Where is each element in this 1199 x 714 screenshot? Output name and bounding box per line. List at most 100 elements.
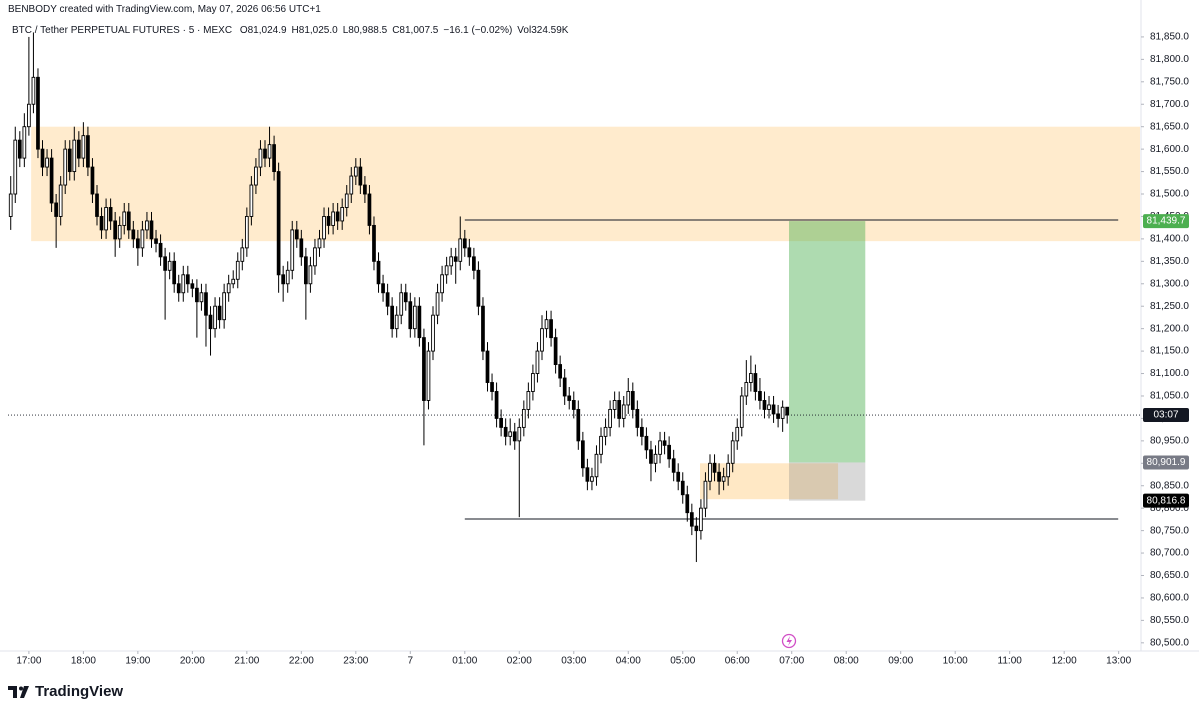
candle-body bbox=[435, 292, 440, 316]
x-tick-label: 20:00 bbox=[180, 656, 205, 667]
candle-body bbox=[349, 175, 354, 195]
candle-body bbox=[699, 507, 703, 532]
candle-body bbox=[263, 148, 267, 159]
candle-body bbox=[422, 337, 426, 401]
candle-body bbox=[739, 395, 744, 428]
candle-body bbox=[576, 408, 581, 442]
candle-body bbox=[244, 216, 249, 249]
price-tag: 80,816.8 bbox=[1143, 493, 1189, 508]
candle-body bbox=[458, 238, 463, 262]
candle-body bbox=[113, 220, 118, 240]
ohlc-value: C81,007.5 bbox=[392, 25, 439, 36]
x-tick-label: 02:00 bbox=[507, 656, 532, 667]
y-tick-label: 81,700.0 bbox=[1150, 99, 1189, 110]
candle-body bbox=[22, 126, 27, 159]
y-tick-label: 81,750.0 bbox=[1150, 76, 1189, 87]
candle-body bbox=[544, 319, 549, 330]
x-tick-label: 10:00 bbox=[943, 656, 968, 667]
x-tick-label: 09:00 bbox=[888, 656, 913, 667]
y-tick-label: 80,650.0 bbox=[1150, 570, 1189, 581]
candle-body bbox=[571, 400, 576, 410]
candle-body bbox=[281, 274, 286, 285]
candle-body bbox=[72, 139, 77, 173]
plot bbox=[8, 32, 1141, 563]
x-tick-label: 08:00 bbox=[834, 656, 859, 667]
y-tick-label: 81,350.0 bbox=[1150, 256, 1189, 267]
candle-body bbox=[376, 260, 381, 285]
candle-body bbox=[136, 238, 140, 249]
candle-body bbox=[399, 292, 404, 316]
candle-body bbox=[185, 274, 190, 285]
candle-body bbox=[208, 314, 213, 330]
candle-body bbox=[512, 431, 517, 442]
x-tick-label: 21:00 bbox=[234, 656, 259, 667]
candle-body bbox=[99, 216, 104, 231]
candle-body bbox=[440, 274, 444, 294]
y-tick-label: 81,200.0 bbox=[1150, 323, 1189, 334]
candle-body bbox=[726, 462, 731, 478]
candle-body bbox=[680, 480, 685, 496]
candle-body bbox=[317, 238, 322, 249]
candle-body bbox=[36, 76, 40, 150]
candle-body bbox=[649, 449, 653, 464]
y-tick-label: 80,500.0 bbox=[1150, 637, 1189, 648]
candle-body bbox=[758, 391, 762, 401]
price-tag-bg bbox=[1143, 214, 1189, 229]
candle-body bbox=[449, 256, 454, 267]
price-tag-label: 80,816.8 bbox=[1147, 495, 1186, 506]
y-tick-label: 81,850.0 bbox=[1150, 32, 1189, 43]
candle-body bbox=[17, 139, 22, 159]
candle-body bbox=[394, 314, 399, 330]
countdown-tag: 03:07 bbox=[1143, 408, 1189, 423]
candle-body bbox=[254, 166, 258, 186]
candle-body bbox=[644, 435, 649, 451]
y-tick-label: 80,600.0 bbox=[1150, 593, 1189, 604]
candle-body bbox=[390, 305, 395, 330]
candle-body bbox=[158, 242, 163, 258]
x-tick-label: 18:00 bbox=[71, 656, 96, 667]
y-tick-label: 80,800.0 bbox=[1150, 503, 1189, 514]
candle-body bbox=[235, 260, 240, 280]
candle-body bbox=[721, 476, 726, 482]
candle-body bbox=[630, 391, 635, 410]
candle-body bbox=[231, 278, 236, 285]
candle-body bbox=[276, 171, 281, 276]
credit: BENBODY created with TradingView.com, Ma… bbox=[8, 4, 321, 15]
candle-body bbox=[363, 184, 367, 195]
event-icon bbox=[781, 633, 797, 649]
candle-body bbox=[535, 350, 540, 374]
y-tick-label: 81,500.0 bbox=[1150, 189, 1189, 200]
candle-body bbox=[108, 207, 113, 222]
x-tick-label: 12:00 bbox=[1052, 656, 1077, 667]
candle-body bbox=[204, 292, 208, 316]
candle-body bbox=[299, 238, 304, 258]
candle-body bbox=[735, 426, 740, 442]
candle-body bbox=[540, 328, 544, 352]
candle-body bbox=[694, 525, 699, 532]
candle-body bbox=[426, 350, 431, 401]
y-tick-label: 81,400.0 bbox=[1150, 234, 1189, 245]
candle-body bbox=[353, 166, 358, 177]
candle-body bbox=[431, 314, 435, 352]
candle-body bbox=[145, 220, 149, 231]
price-tag-label: 81,439.7 bbox=[1147, 216, 1186, 227]
candle-body bbox=[67, 148, 72, 173]
candle-body bbox=[199, 292, 204, 303]
y-tick-label: 81,600.0 bbox=[1150, 144, 1189, 155]
price-tag: 80,901.9 bbox=[1143, 455, 1189, 470]
candle-body bbox=[49, 157, 54, 204]
candle-body bbox=[785, 406, 790, 416]
candle-body bbox=[313, 247, 317, 267]
zone bbox=[31, 126, 1141, 242]
symbol: BTC / Tether PERPETUAL FUTURES · 5 · MEX… bbox=[12, 25, 233, 36]
candle-body bbox=[558, 364, 563, 379]
candle-body bbox=[167, 260, 172, 271]
candle-body bbox=[685, 494, 690, 514]
candle-body bbox=[640, 426, 644, 437]
candle-body bbox=[676, 471, 681, 482]
candle-body bbox=[149, 220, 154, 240]
candle-body bbox=[712, 462, 717, 473]
candle-body bbox=[444, 265, 449, 276]
candle-body bbox=[767, 404, 771, 410]
candle-body bbox=[222, 292, 226, 321]
